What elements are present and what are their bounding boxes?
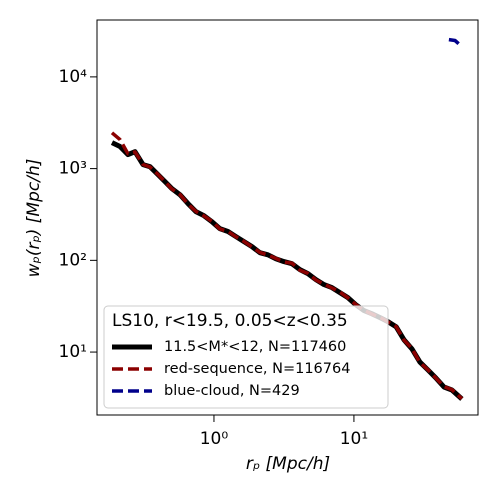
legend-box: [103, 305, 389, 409]
y-tick-label: 10¹: [59, 342, 87, 362]
y-tick-label: 10⁴: [59, 67, 88, 87]
series-line: [448, 37, 463, 48]
y-axis-label: wₚ(rₚ) [Mpc/h]: [24, 159, 44, 278]
legend-label: blue-cloud, N=429: [164, 383, 300, 399]
x-tick-label: 10¹: [340, 429, 368, 449]
x-tick-label: 10⁰: [200, 429, 229, 449]
legend-label: red-sequence, N=116764: [164, 361, 350, 377]
legend-title: LS10, r<19.5, 0.05<z<0.35: [112, 311, 348, 331]
legend-label: 11.5<M*<12, N=117460: [164, 339, 346, 355]
series-line: [110, 131, 464, 400]
plot-frame: [96, 19, 479, 416]
x-axis-label: rₚ [Mpc/h]: [246, 454, 330, 474]
legend: LS10, r<19.5, 0.05<z<0.35 11.5<M*<12, N=1…: [103, 305, 389, 409]
y-tick-label: 10²: [59, 250, 87, 270]
y-tick-label: 10³: [59, 159, 87, 179]
